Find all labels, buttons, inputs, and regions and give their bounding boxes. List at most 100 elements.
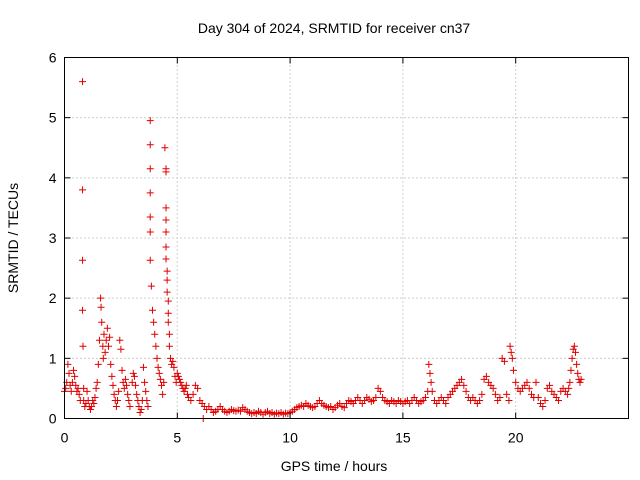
data-point [376, 387, 384, 395]
data-point [372, 393, 380, 401]
data-point [146, 141, 154, 149]
data-point [564, 390, 572, 398]
data-point [163, 288, 171, 296]
y-tick-label: 1 [49, 350, 57, 366]
data-point [482, 372, 490, 380]
data-point [555, 396, 563, 404]
y-tick-label: 5 [49, 110, 57, 126]
data-point [79, 78, 87, 86]
chart-title: Day 304 of 2024, SRMTID for receiver cn3… [198, 20, 471, 36]
data-point [541, 396, 549, 404]
data-point [442, 399, 450, 407]
data-point [125, 396, 133, 404]
data-point [133, 390, 141, 398]
y-tick-label: 0 [49, 411, 57, 427]
data-point [130, 372, 138, 380]
data-point [147, 282, 155, 290]
data-point [146, 256, 154, 264]
data-point [173, 369, 181, 377]
data-point [496, 393, 504, 401]
data-point [106, 333, 114, 341]
x-axis-label: GPS time / hours [281, 458, 388, 474]
data-point [567, 366, 575, 374]
data-point [187, 396, 195, 404]
data-point [118, 366, 126, 374]
y-axis-label: SRMTID / TECUs [5, 183, 21, 293]
data-point [503, 390, 511, 398]
data-point [83, 387, 91, 395]
data-point [507, 348, 515, 356]
data-point [577, 375, 585, 383]
data-point [532, 378, 540, 386]
data-point [75, 390, 83, 398]
data-point [169, 357, 177, 365]
data-point [103, 324, 111, 332]
grid-lines [64, 57, 629, 419]
data-point [79, 256, 87, 264]
data-point [162, 243, 170, 251]
data-point [65, 369, 73, 377]
data-point [107, 360, 115, 368]
data-point [539, 402, 547, 410]
data-point [129, 369, 137, 377]
data-point [177, 378, 185, 386]
data-point [162, 204, 170, 212]
data-point [110, 390, 118, 398]
data-point [62, 384, 70, 392]
y-tick-label: 4 [49, 170, 57, 186]
data-point [90, 399, 98, 407]
data-point [525, 384, 533, 392]
data-point [132, 381, 140, 389]
data-point [189, 390, 197, 398]
data-point [114, 396, 122, 404]
y-tick-label: 2 [49, 290, 57, 306]
data-point [104, 342, 112, 350]
data-point [508, 354, 516, 362]
data-point [489, 384, 497, 392]
data-point [534, 393, 542, 401]
data-point [162, 168, 170, 176]
data-point [137, 405, 145, 413]
data-point [79, 306, 87, 314]
data-point [174, 372, 182, 380]
data-point [142, 387, 150, 395]
data-point [136, 408, 144, 416]
data-point [79, 342, 87, 350]
data-point [162, 216, 170, 224]
data-point [86, 405, 94, 413]
data-point [70, 366, 78, 374]
data-point [91, 393, 99, 401]
data-point [100, 330, 108, 338]
data-point [108, 372, 116, 380]
data-point [97, 303, 105, 311]
data-point [161, 144, 169, 152]
data-point [152, 342, 160, 350]
data-point [80, 384, 88, 392]
data-point [505, 396, 513, 404]
data-point [97, 294, 105, 302]
data-point [165, 330, 173, 338]
data-point [109, 381, 117, 389]
data-point [181, 384, 189, 392]
data-point [150, 318, 158, 326]
x-tick-label: 20 [508, 430, 524, 446]
data-point [146, 228, 154, 236]
data-point [500, 357, 508, 365]
data-point [476, 396, 484, 404]
y-tick-label: 6 [49, 50, 57, 66]
data-point [426, 369, 434, 377]
data-point [428, 387, 436, 395]
y-tick-label: 3 [49, 230, 57, 246]
data-point [151, 330, 159, 338]
data-point [164, 309, 172, 317]
data-point [126, 402, 134, 410]
data-point [79, 186, 87, 194]
data-point [102, 336, 110, 344]
data-point [236, 407, 244, 415]
data-point [64, 360, 72, 368]
data-point [92, 384, 100, 392]
data-point [95, 336, 103, 344]
x-tick-label: 0 [61, 430, 69, 446]
data-point [176, 375, 184, 383]
data-point [512, 378, 520, 386]
